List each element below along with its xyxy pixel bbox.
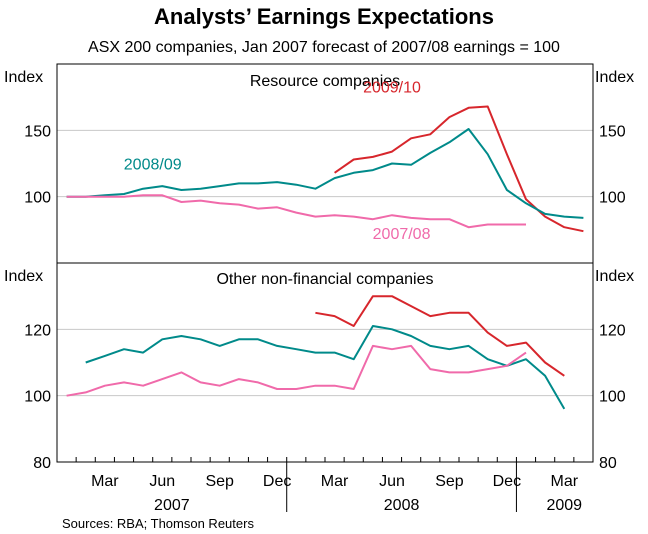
y-tick-label-left: 80 <box>33 455 51 472</box>
x-year-label: 2007 <box>154 497 190 514</box>
plot-area: 100 100 150 150 Index Index Resource companies… <box>4 63 634 514</box>
y-tick-label-left: 100 <box>24 190 51 207</box>
x-year-label: 2008 <box>384 497 420 514</box>
series-line <box>85 325 566 410</box>
x-tick-label: Jun <box>149 473 175 490</box>
panel-title: Resource companies <box>250 73 400 90</box>
chart-title: Analysts’ Earnings Expectations <box>154 4 494 29</box>
x-tick-label: Jun <box>379 473 405 490</box>
y-tick-label-left: 120 <box>24 322 51 339</box>
x-tick-label: Dec <box>263 473 291 490</box>
y-tick-label-right: 100 <box>599 190 626 207</box>
x-year-label: 2009 <box>546 497 582 514</box>
series-line <box>315 295 565 377</box>
y-tick-label-right: 100 <box>599 389 626 406</box>
source-note: Sources: RBA; Thomson Reuters <box>62 516 254 531</box>
series-label: 2007/08 <box>373 226 431 243</box>
series-line <box>66 344 527 397</box>
chart-subtitle: ASX 200 companies, Jan 2007 forecast of … <box>88 39 560 56</box>
series-line <box>66 194 526 229</box>
x-tick-label: Sep <box>205 473 234 490</box>
y-axis-label-left: Index <box>4 268 43 285</box>
x-tick-label: Mar <box>321 473 349 490</box>
y-tick-label-right: 120 <box>599 322 626 339</box>
series-line <box>66 128 584 219</box>
y-axis-label-right: Index <box>595 268 634 285</box>
y-tick-label-left: 100 <box>24 389 51 406</box>
x-tick-label: Mar <box>551 473 579 490</box>
y-tick-label-left: 150 <box>24 123 51 140</box>
x-tick-label: Mar <box>91 473 119 490</box>
series-label: 2008/09 <box>124 156 182 173</box>
y-tick-label-right: 80 <box>599 455 617 472</box>
x-tick-label: Sep <box>435 473 464 490</box>
y-axis-label-right: Index <box>595 69 634 86</box>
x-tick-label: Dec <box>493 473 521 490</box>
series-line <box>334 105 584 233</box>
panel-title: Other non-financial companies <box>216 271 433 288</box>
y-axis-label-left: Index <box>4 69 43 86</box>
y-tick-label-right: 150 <box>599 123 626 140</box>
series-label: 2009/10 <box>363 79 421 96</box>
